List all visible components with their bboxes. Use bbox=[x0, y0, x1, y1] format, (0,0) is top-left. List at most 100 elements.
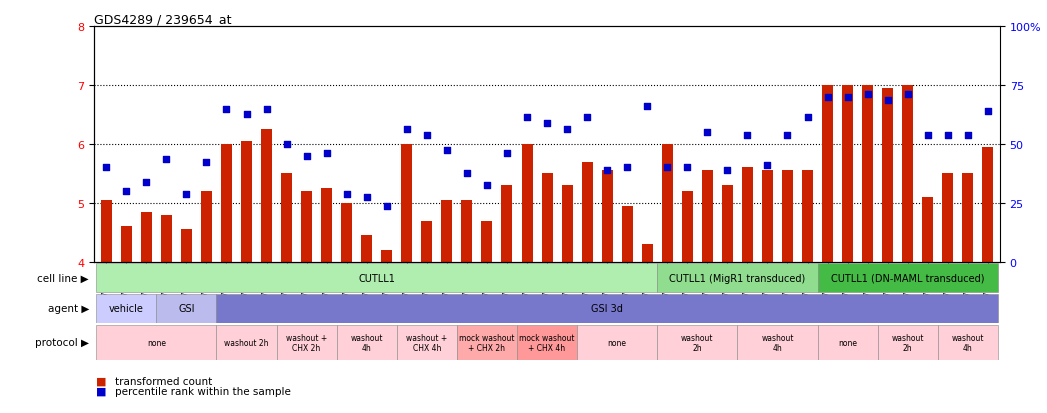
Bar bbox=[96, 263, 658, 292]
Bar bbox=[982, 147, 994, 262]
Text: ■: ■ bbox=[96, 386, 107, 396]
Bar bbox=[701, 171, 713, 262]
Text: washout
2h: washout 2h bbox=[682, 333, 714, 352]
Point bbox=[579, 115, 596, 121]
Bar bbox=[822, 86, 833, 262]
Bar bbox=[862, 86, 873, 262]
Point bbox=[158, 156, 175, 163]
Text: mock washout
+ CHX 4h: mock washout + CHX 4h bbox=[519, 333, 575, 352]
Text: washout +
CHX 4h: washout + CHX 4h bbox=[406, 333, 447, 352]
Text: washout 2h: washout 2h bbox=[224, 338, 269, 347]
Bar bbox=[877, 325, 938, 360]
Point bbox=[518, 115, 535, 121]
Point bbox=[719, 168, 736, 174]
Bar bbox=[217, 325, 276, 360]
Point bbox=[779, 133, 796, 139]
Bar bbox=[201, 192, 211, 262]
Point bbox=[538, 121, 555, 127]
Bar bbox=[818, 325, 877, 360]
Text: none: none bbox=[838, 338, 857, 347]
Bar bbox=[462, 200, 472, 262]
Point bbox=[678, 165, 695, 171]
Point bbox=[899, 91, 916, 98]
Point bbox=[318, 150, 335, 157]
Point bbox=[338, 191, 355, 198]
Text: vehicle: vehicle bbox=[109, 304, 143, 313]
Point bbox=[298, 153, 315, 159]
Bar bbox=[517, 325, 577, 360]
Point bbox=[659, 165, 675, 171]
Point bbox=[699, 129, 716, 136]
Bar bbox=[658, 263, 818, 292]
Bar bbox=[782, 171, 793, 262]
Bar bbox=[682, 192, 693, 262]
Bar bbox=[737, 325, 818, 360]
Bar bbox=[482, 221, 492, 262]
Bar bbox=[341, 203, 352, 262]
Text: washout
2h: washout 2h bbox=[891, 333, 923, 352]
Bar bbox=[742, 168, 753, 262]
Bar bbox=[456, 325, 517, 360]
Text: ■: ■ bbox=[96, 376, 107, 386]
Bar bbox=[96, 325, 217, 360]
Text: cell line ▶: cell line ▶ bbox=[38, 273, 89, 283]
Point bbox=[639, 103, 655, 109]
Point bbox=[860, 91, 876, 98]
Bar bbox=[842, 86, 853, 262]
Point bbox=[619, 165, 636, 171]
Text: agent ▶: agent ▶ bbox=[47, 304, 89, 313]
Text: transformed count: transformed count bbox=[115, 376, 213, 386]
Bar bbox=[276, 325, 337, 360]
Point bbox=[799, 115, 816, 121]
Point bbox=[498, 150, 515, 157]
Text: CUTLL1 (MigR1 transduced): CUTLL1 (MigR1 transduced) bbox=[669, 273, 805, 283]
Point bbox=[819, 94, 836, 101]
Bar bbox=[421, 221, 432, 262]
Bar bbox=[962, 174, 974, 262]
Bar bbox=[361, 236, 373, 262]
Bar bbox=[442, 200, 452, 262]
Bar bbox=[883, 89, 893, 262]
Bar bbox=[241, 142, 252, 262]
Bar bbox=[101, 200, 112, 262]
Point bbox=[378, 203, 395, 210]
Text: washout
4h: washout 4h bbox=[952, 333, 984, 352]
Point bbox=[459, 171, 475, 177]
Point bbox=[439, 147, 455, 154]
Bar bbox=[903, 86, 913, 262]
Bar bbox=[302, 192, 312, 262]
Point bbox=[118, 188, 135, 195]
Bar bbox=[802, 171, 814, 262]
Bar bbox=[582, 162, 593, 262]
Bar bbox=[161, 215, 172, 262]
Text: GDS4289 / 239654_at: GDS4289 / 239654_at bbox=[94, 13, 231, 26]
Bar bbox=[156, 294, 217, 323]
Bar bbox=[221, 145, 232, 262]
Point bbox=[218, 106, 235, 112]
Text: washout
4h: washout 4h bbox=[761, 333, 794, 352]
Bar bbox=[602, 171, 612, 262]
Bar bbox=[502, 186, 512, 262]
Bar bbox=[942, 174, 954, 262]
Bar bbox=[217, 294, 998, 323]
Bar bbox=[321, 189, 332, 262]
Bar bbox=[622, 206, 632, 262]
Point bbox=[138, 180, 155, 186]
Point bbox=[919, 133, 936, 139]
Text: mock washout
+ CHX 2h: mock washout + CHX 2h bbox=[460, 333, 515, 352]
Bar bbox=[96, 294, 156, 323]
Text: protocol ▶: protocol ▶ bbox=[35, 337, 89, 347]
Bar bbox=[818, 263, 998, 292]
Bar bbox=[922, 197, 933, 262]
Bar bbox=[642, 244, 652, 262]
Text: CUTLL1 (DN-MAML transduced): CUTLL1 (DN-MAML transduced) bbox=[831, 273, 984, 283]
Bar bbox=[561, 186, 573, 262]
Bar bbox=[521, 145, 533, 262]
Point bbox=[358, 194, 375, 201]
Point bbox=[739, 133, 756, 139]
Text: GSI: GSI bbox=[178, 304, 195, 313]
Point bbox=[399, 126, 416, 133]
Point bbox=[97, 165, 114, 171]
Text: washout +
CHX 2h: washout + CHX 2h bbox=[286, 333, 328, 352]
Bar bbox=[261, 130, 272, 262]
